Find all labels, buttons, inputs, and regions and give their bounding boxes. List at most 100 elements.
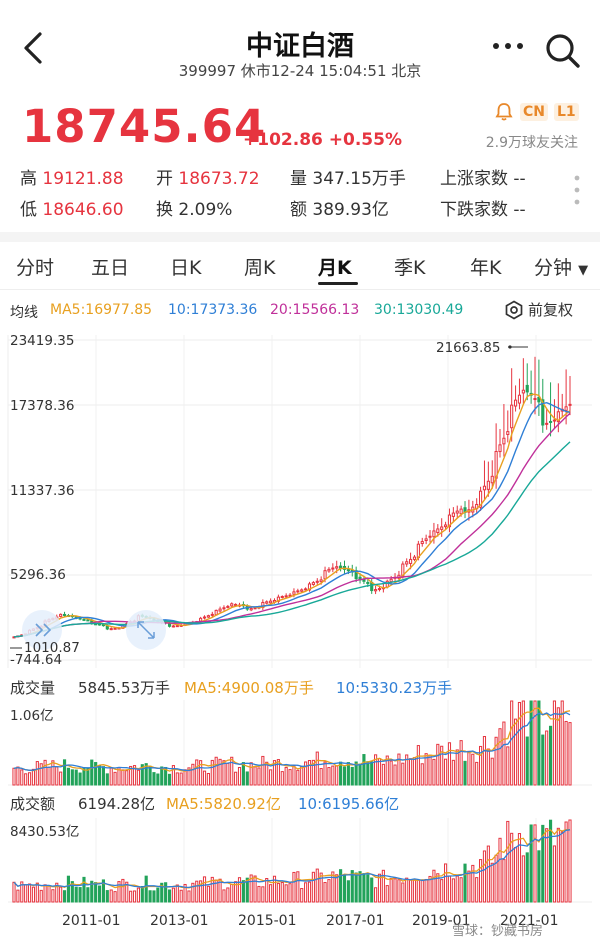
volume-bar	[59, 771, 63, 786]
amount-bar	[490, 862, 494, 903]
candle-body	[284, 595, 288, 598]
volume-bar	[358, 763, 362, 786]
amount-bar	[463, 863, 467, 903]
volume-bar	[132, 765, 137, 786]
volume-bar	[385, 755, 389, 786]
amount-bar	[556, 827, 560, 903]
chevron-down-icon: ▼	[578, 263, 589, 278]
candle-body	[482, 485, 487, 491]
candle-body	[249, 607, 253, 611]
ma-label: 均线	[10, 305, 38, 321]
amount-bar	[280, 882, 284, 903]
price-axis-label: 5296.36	[10, 567, 66, 583]
volume-bar	[272, 760, 277, 786]
volume-bar	[541, 734, 545, 786]
volume-bar	[101, 766, 105, 786]
amount-bar	[140, 885, 144, 903]
x-axis-label: 2015-01	[238, 913, 297, 929]
amount-bar	[272, 875, 277, 903]
candle-body	[517, 394, 522, 404]
amount-bar	[362, 873, 366, 903]
volume-bar	[156, 773, 160, 786]
tab-yearly-k[interactable]: 年K	[470, 257, 502, 279]
candle-body	[490, 475, 494, 484]
top-bar: 中证白酒 399997 休市12-24 15:04:51 北京	[0, 0, 600, 92]
volume-bar	[366, 761, 370, 786]
volume-bar	[409, 758, 413, 786]
amount-bar	[479, 859, 483, 903]
amount-bar	[257, 885, 261, 903]
amount-bar	[12, 881, 16, 903]
amount-bar	[436, 873, 440, 903]
amount-bar	[16, 889, 20, 903]
volume-bar	[436, 743, 440, 786]
volume-bar	[222, 760, 226, 786]
tab-quarterly-k[interactable]: 季K	[394, 257, 426, 279]
volume-bar	[160, 766, 164, 786]
volume-bar	[560, 700, 564, 786]
ma30-value: 30:13030.49	[374, 302, 464, 318]
amount-bar	[125, 881, 129, 903]
volume-bar	[304, 761, 308, 786]
amount-bar	[144, 875, 148, 903]
candle-body	[440, 526, 444, 530]
volume-bar	[444, 758, 448, 786]
amount-bar	[412, 879, 417, 903]
tab-five-day[interactable]: 五日	[91, 257, 130, 279]
amount-bar	[261, 886, 265, 903]
adjust-toggle[interactable]: 前复权	[504, 299, 573, 320]
tab-minute[interactable]: 分钟 ▼	[534, 257, 589, 279]
candle-body	[304, 588, 308, 591]
price-axis-label: 23419.35	[10, 333, 75, 349]
search-icon[interactable]	[542, 30, 582, 70]
more-dots-icon[interactable]	[490, 34, 526, 58]
tab-daily-k[interactable]: 日K	[170, 257, 202, 279]
period-tabs: 分时 五日 日K 周K 月K 季K 年K 分钟 ▼	[0, 242, 600, 290]
amount-bar	[160, 882, 164, 903]
amount-bar	[35, 882, 39, 903]
price-axis-label: 17378.36	[10, 398, 75, 414]
amount-bar	[335, 874, 339, 903]
volume-bar	[545, 730, 549, 786]
volume-bar	[513, 718, 518, 786]
volume-bar	[241, 762, 245, 786]
volume-bar	[86, 768, 90, 786]
amount-bar	[253, 875, 257, 903]
amount-bar	[517, 833, 522, 903]
amount-bar	[307, 881, 312, 903]
tab-weekly-k[interactable]: 周K	[244, 257, 276, 279]
candle-body	[101, 624, 105, 627]
candle-body	[389, 578, 393, 583]
volume-bar	[20, 769, 24, 786]
candle-body	[451, 512, 455, 517]
candle-body	[175, 625, 179, 628]
volume-bar	[389, 760, 393, 786]
candle-body	[86, 619, 90, 622]
amount-bar	[513, 847, 518, 903]
volume-bar	[319, 768, 323, 786]
tab-intraday[interactable]: 分时	[16, 257, 55, 279]
amount-bar	[428, 875, 432, 903]
candle-body	[335, 566, 339, 569]
amount-bar	[164, 882, 168, 903]
amount-bar	[467, 870, 471, 903]
bell-icon[interactable]	[494, 102, 514, 122]
amount-bar	[416, 879, 420, 903]
expand-dots-icon[interactable]	[572, 172, 582, 208]
volume-bar	[191, 763, 195, 786]
candle-body	[234, 603, 238, 606]
amount-bar	[269, 884, 273, 903]
amount-bar	[136, 887, 140, 903]
amount-bar	[230, 884, 234, 903]
back-arrow-icon[interactable]	[18, 28, 48, 68]
candle-body	[548, 420, 553, 423]
amount-bar	[195, 880, 199, 903]
amount-bar	[502, 859, 506, 903]
amount-bar	[202, 876, 207, 903]
tab-monthly-k[interactable]: 月K	[318, 257, 352, 279]
candle-body	[447, 514, 452, 528]
candle-body	[331, 567, 335, 570]
max-price-annotation: 21663.85	[436, 340, 501, 356]
amount-bar	[78, 887, 82, 903]
